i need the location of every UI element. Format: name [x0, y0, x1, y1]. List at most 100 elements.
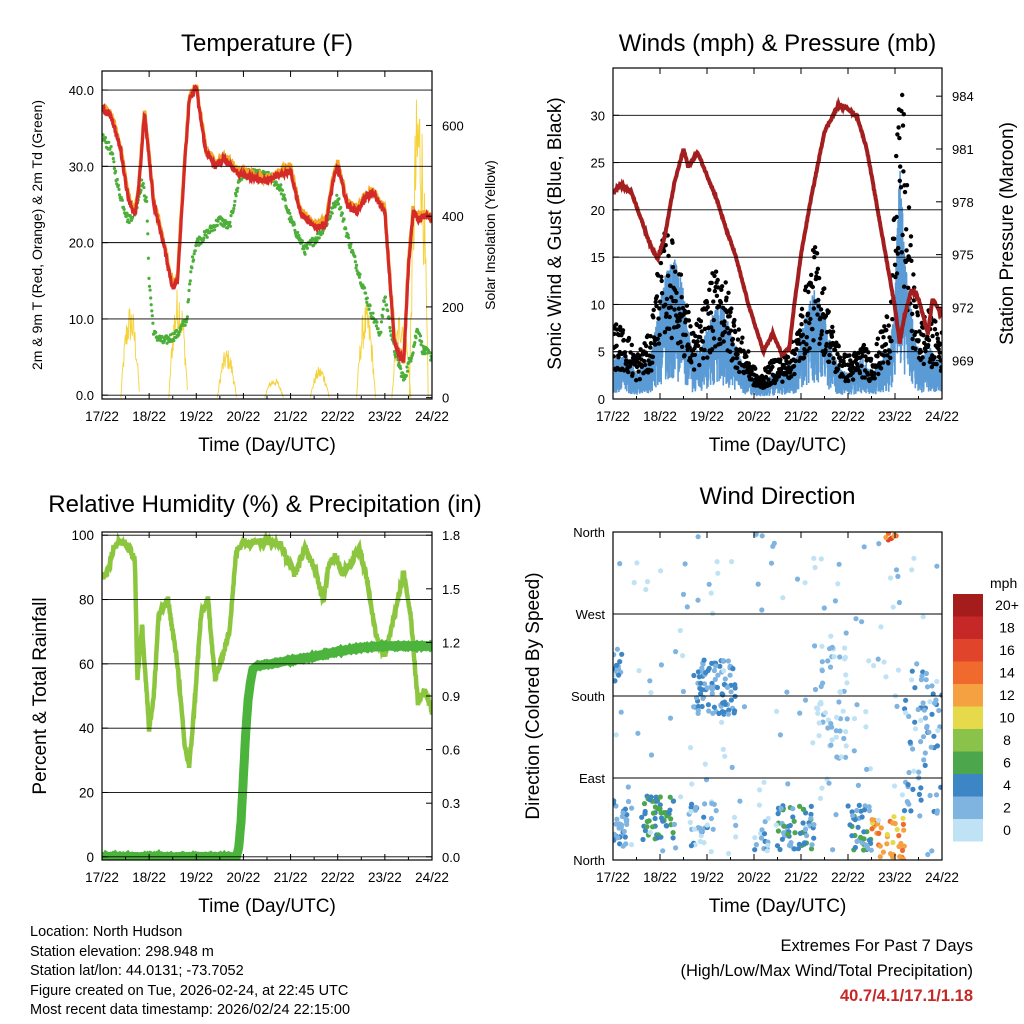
wind-direction-point [934, 808, 941, 814]
gust-point [847, 353, 852, 358]
location-text: Location: North Hudson [30, 924, 183, 940]
colorbar-label: 4 [1003, 777, 1011, 793]
wind-direction-point [819, 659, 825, 665]
wind-direction-point [704, 685, 710, 691]
wind-direction-point [829, 737, 835, 743]
y-tick-label: East [579, 771, 605, 786]
x-tick-label: 17/22 [85, 870, 119, 885]
wind-direction-point [843, 630, 849, 636]
wind-direction-point [905, 782, 911, 788]
wind-direction-point [812, 564, 818, 571]
wind-direction-point [863, 724, 869, 730]
gust-point [651, 307, 656, 313]
wind-direction-point [877, 854, 883, 860]
y2-tick-label: 0 [442, 391, 449, 406]
wind-direction-point [911, 768, 917, 774]
wind-direction-point [884, 831, 891, 838]
dewpoint-point [371, 311, 375, 315]
wind-direction-point [929, 848, 935, 854]
wind-direction-point [899, 847, 906, 854]
dewpoint-point [297, 234, 301, 238]
wind-direction-point [902, 706, 908, 712]
dewpoint-point [146, 232, 150, 236]
wind-direction-point [791, 846, 798, 852]
gust-point [900, 92, 905, 98]
wind-direction-point [759, 607, 765, 613]
dewpoint-point [175, 328, 179, 332]
wind-direction-point [844, 716, 850, 722]
gust-point [808, 316, 813, 322]
gust-point [674, 290, 679, 295]
gust-point [862, 375, 867, 380]
dewpoint-point [280, 188, 285, 192]
wind-direction-point [833, 734, 839, 740]
gust-point [718, 341, 723, 346]
dewpoint-point [315, 239, 319, 243]
wind-direction-point [864, 843, 870, 849]
wind-direction-point [802, 826, 809, 833]
dewpoint-point [117, 193, 122, 197]
gust-point [623, 353, 628, 359]
dewpoint-point [190, 266, 194, 270]
gust-point [667, 326, 672, 331]
gust-point [894, 214, 899, 220]
wind-direction-point [706, 581, 712, 587]
gust-point [830, 329, 836, 334]
dewpoint-point [115, 177, 119, 182]
wind-direction-point [909, 677, 915, 683]
dewpoint-point [388, 329, 393, 333]
dewpoint-point [215, 223, 219, 227]
gust-point [708, 310, 714, 315]
gust-point [659, 291, 665, 296]
solar-insolation-line [120, 307, 140, 398]
dewpoint-point [111, 152, 115, 156]
wind-direction-point [917, 813, 923, 819]
dewpoint-point [340, 211, 344, 215]
dewpoint-point [312, 243, 316, 247]
wind-direction-point [796, 841, 802, 847]
gust-point [663, 243, 668, 248]
wind-direction-point [625, 784, 631, 790]
wind-direction-point [680, 688, 687, 695]
wind-direction-point [613, 666, 616, 672]
gust-point [900, 232, 905, 238]
gust-point [878, 366, 884, 371]
wind-direction-point [634, 560, 640, 566]
gust-point [815, 312, 820, 317]
wind-direction-point [722, 676, 728, 682]
y2-tick-label: 975 [952, 248, 974, 263]
gust-point [896, 245, 901, 251]
gust-point [688, 324, 693, 329]
x-tick-label: 22/22 [831, 870, 865, 885]
x-tick-label: 20/22 [227, 409, 261, 424]
gust-point [875, 354, 880, 359]
dewpoint-point [337, 197, 341, 201]
wind-direction-point [784, 689, 790, 695]
dewpoint-point [368, 304, 372, 308]
wind-direction-point [731, 814, 738, 821]
wind-direction-point [785, 831, 791, 837]
dewpoint-point [111, 157, 115, 161]
wind-direction-point [851, 716, 858, 722]
gust-point [653, 299, 658, 305]
y2-tick-label: 600 [442, 118, 464, 133]
plot-frame [612, 531, 943, 861]
wind-direction-point [933, 792, 940, 798]
wind-direction-point [877, 843, 883, 849]
gust-point [868, 356, 874, 362]
wind-direction-point [822, 710, 829, 716]
gust-point [896, 125, 901, 130]
wind-direction-point [900, 821, 907, 828]
colorbar-label: 18 [999, 620, 1015, 636]
gust-point [857, 370, 863, 376]
gust-point [715, 285, 721, 290]
gust-point [823, 347, 828, 353]
dewpoint-point [193, 249, 197, 253]
y2-tick-label: 400 [442, 209, 464, 224]
wind-direction-point [695, 710, 701, 717]
gust-point [850, 377, 856, 382]
gust-point [699, 329, 704, 334]
gust-point [887, 335, 892, 340]
wind-direction-point [647, 829, 653, 836]
gust-point [692, 352, 698, 357]
